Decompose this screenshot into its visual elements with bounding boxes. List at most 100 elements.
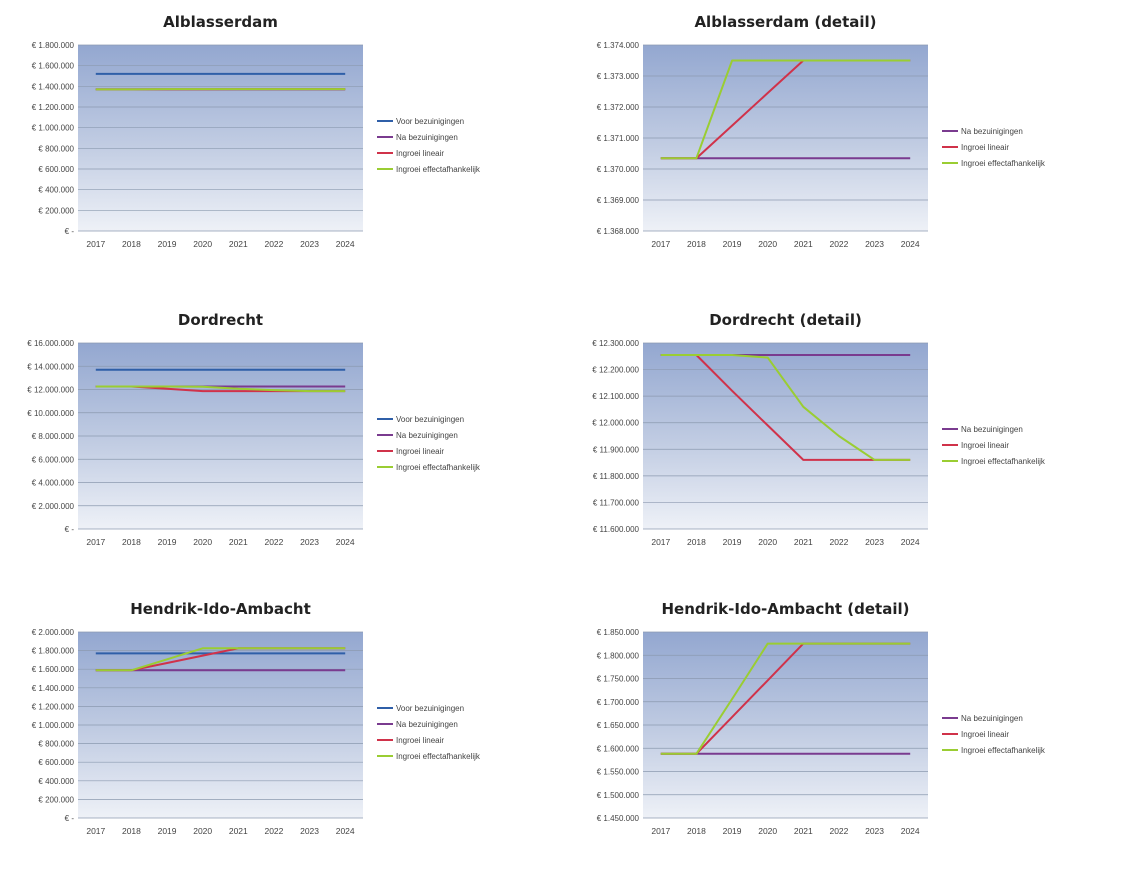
legend-label: Ingroei effectafhankelijk (396, 752, 481, 761)
y-tick-label: € 1.500.000 (597, 791, 640, 800)
x-tick-label: 2024 (336, 537, 355, 547)
y-tick-label: € 1.650.000 (597, 721, 640, 730)
x-tick-label: 2022 (829, 239, 848, 249)
chart-title: Alblasserdam (163, 13, 278, 31)
x-tick-label: 2024 (901, 239, 920, 249)
x-tick-label: 2023 (865, 826, 884, 836)
legend-label: Ingroei lineair (961, 730, 1009, 739)
chart-svg: Hendrik-Ido-Ambacht (detail) € 1.850.000 €… (570, 592, 1110, 872)
y-tick-label: € 1.373.000 (597, 72, 640, 81)
x-tick-label: 2022 (264, 826, 283, 836)
x-tick-label: 2023 (865, 239, 884, 249)
y-tick-label: € 1.800.000 (597, 651, 640, 660)
y-tick-label: € 1.000.000 (32, 721, 75, 730)
legend-label: Ingroei lineair (961, 441, 1009, 450)
y-tick-label: € 1.450.000 (597, 814, 640, 823)
plot-area (643, 343, 928, 529)
legend-label: Na bezuinigingen (961, 425, 1023, 434)
legend-label: Ingroei effectafhankelijk (961, 457, 1046, 466)
x-tick-label: 2018 (122, 537, 141, 547)
y-tick-label: € 1.369.000 (597, 196, 640, 205)
legend-label: Ingroei effectafhankelijk (396, 463, 481, 472)
y-tick-label: € 6.000.000 (32, 455, 75, 464)
y-tick-label: € 1.374.000 (597, 41, 640, 50)
y-tick-label: € 1.700.000 (597, 698, 640, 707)
y-tick-label: € 1.800.000 (32, 647, 75, 656)
y-tick-label: € 1.370.000 (597, 165, 640, 174)
legend-label: Voor bezuinigingen (396, 704, 464, 713)
chart-alblasserdam: Alblasserdam € 1.800.000 € 1.600.000 € 1.40… (5, 5, 545, 285)
y-tick-label: € 8.000.000 (32, 432, 75, 441)
x-tick-label: 2019 (723, 826, 742, 836)
x-tick-label: 2017 (651, 826, 670, 836)
y-tick-label: € 400.000 (38, 777, 74, 786)
x-tick-label: 2019 (723, 239, 742, 249)
x-tick-label: 2017 (651, 239, 670, 249)
x-tick-label: 2019 (723, 537, 742, 547)
y-tick-label: € 12.200.000 (592, 366, 639, 375)
x-tick-label: 2020 (193, 826, 212, 836)
chart-dordrecht: Dordrecht € 16.000.000 € 14.000.000 € 12.00… (5, 303, 545, 583)
legend-label: Na bezuinigingen (396, 720, 458, 729)
x-tick-label: 2021 (794, 239, 813, 249)
chart-svg: Dordrecht (detail)€ 12.300.000€ 12.200.0… (570, 303, 1110, 583)
y-tick-label: € 1.600.000 (32, 665, 75, 674)
legend-label: Ingroei lineair (396, 736, 444, 745)
y-tick-label: € 1.550.000 (597, 768, 640, 777)
y-tick-label: € 11.800.000 (593, 472, 640, 481)
x-tick-label: 2022 (264, 239, 283, 249)
y-tick-label: € 1.200.000 (32, 702, 75, 711)
x-tick-label: 2017 (86, 537, 105, 547)
legend-label: Na bezuinigingen (396, 431, 458, 440)
x-tick-label: 2018 (122, 239, 141, 249)
y-tick-label: € - (65, 814, 75, 823)
x-tick-label: 2021 (794, 537, 813, 547)
y-tick-label: € 1.368.000 (597, 227, 640, 236)
y-tick-label: € 12.100.000 (592, 392, 639, 401)
legend-label: Ingroei effectafhankelijk (396, 165, 481, 174)
y-tick-label: € 1.400.000 (32, 684, 75, 693)
chart-svg: Alblasserdam € 1.800.000 € 1.600.000 € 1.40… (5, 5, 545, 285)
y-tick-label: € 1.600.000 (32, 62, 75, 71)
x-tick-label: 2024 (336, 826, 355, 836)
y-tick-label: € 12.000.000 (592, 419, 639, 428)
y-tick-label: € 800.000 (38, 740, 74, 749)
y-tick-label: € 4.000.000 (32, 479, 75, 488)
y-tick-label: € 11.600.000 (593, 525, 640, 534)
legend-label: Ingroei lineair (396, 447, 444, 456)
chart-hendrik-ido-ambacht: Hendrik-Ido-Ambacht € 2.000.000 € 1.800.00… (5, 592, 545, 872)
chart-svg: Alblasserdam (detail)€ 1.374.000€ 1.373.… (570, 5, 1110, 285)
y-tick-label: € 10.000.000 (27, 409, 74, 418)
legend-label: Na bezuinigingen (961, 127, 1023, 136)
x-tick-label: 2021 (229, 537, 248, 547)
x-tick-label: 2024 (336, 239, 355, 249)
x-tick-label: 2018 (687, 826, 706, 836)
x-tick-label: 2023 (300, 239, 319, 249)
x-tick-label: 2022 (829, 826, 848, 836)
x-tick-label: 2023 (865, 537, 884, 547)
x-tick-label: 2018 (687, 537, 706, 547)
x-tick-label: 2019 (158, 537, 177, 547)
y-tick-label: € 1.000.000 (32, 124, 75, 133)
y-tick-label: € 14.000.000 (27, 362, 74, 371)
y-tick-label: € 1.600.000 (597, 744, 640, 753)
y-tick-label: € 1.750.000 (597, 675, 640, 684)
chart-svg: Hendrik-Ido-Ambacht € 2.000.000 € 1.800.00… (5, 592, 545, 872)
x-tick-label: 2022 (264, 537, 283, 547)
chart-title: Dordrecht (178, 311, 263, 329)
y-tick-label: € 200.000 (38, 795, 74, 804)
chart-svg: Dordrecht€ 16.000.000€ 14.000.000€ 12.00… (5, 303, 545, 583)
legend-label: Ingroei effectafhankelijk (961, 746, 1046, 755)
y-tick-label: € - (65, 525, 75, 534)
y-tick-label: € 12.000.000 (27, 386, 74, 395)
x-tick-label: 2019 (158, 826, 177, 836)
chart-hendrik-ido-ambacht-detail: Hendrik-Ido-Ambacht (detail) € 1.850.000 €… (570, 592, 1110, 872)
legend-label: Na bezuinigingen (396, 133, 458, 142)
chart-title: Hendrik-Ido-Ambacht (130, 600, 311, 618)
x-tick-label: 2024 (901, 537, 920, 547)
legend-label: Ingroei lineair (396, 149, 444, 158)
y-tick-label: € 1.850.000 (597, 628, 640, 637)
chart-alblasserdam-detail: Alblasserdam (detail) € 1.374.000 € 1.373.… (570, 5, 1110, 285)
y-tick-label: € 1.372.000 (597, 103, 640, 112)
x-tick-label: 2024 (901, 826, 920, 836)
